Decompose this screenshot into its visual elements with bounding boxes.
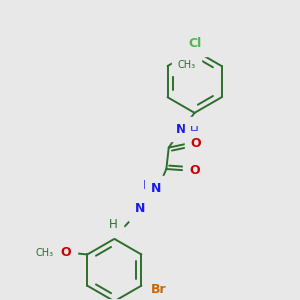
Text: H: H bbox=[143, 179, 152, 192]
Text: O: O bbox=[189, 164, 200, 177]
Text: N: N bbox=[176, 123, 186, 136]
Text: Br: Br bbox=[151, 283, 167, 296]
Text: H: H bbox=[109, 218, 117, 231]
Text: N: N bbox=[151, 182, 161, 195]
Text: CH₃: CH₃ bbox=[177, 59, 195, 70]
Text: N: N bbox=[134, 202, 145, 215]
Text: CH₃: CH₃ bbox=[35, 248, 53, 258]
Text: H: H bbox=[190, 125, 199, 138]
Text: O: O bbox=[191, 137, 201, 150]
Text: Cl: Cl bbox=[188, 38, 201, 50]
Text: O: O bbox=[61, 247, 71, 260]
